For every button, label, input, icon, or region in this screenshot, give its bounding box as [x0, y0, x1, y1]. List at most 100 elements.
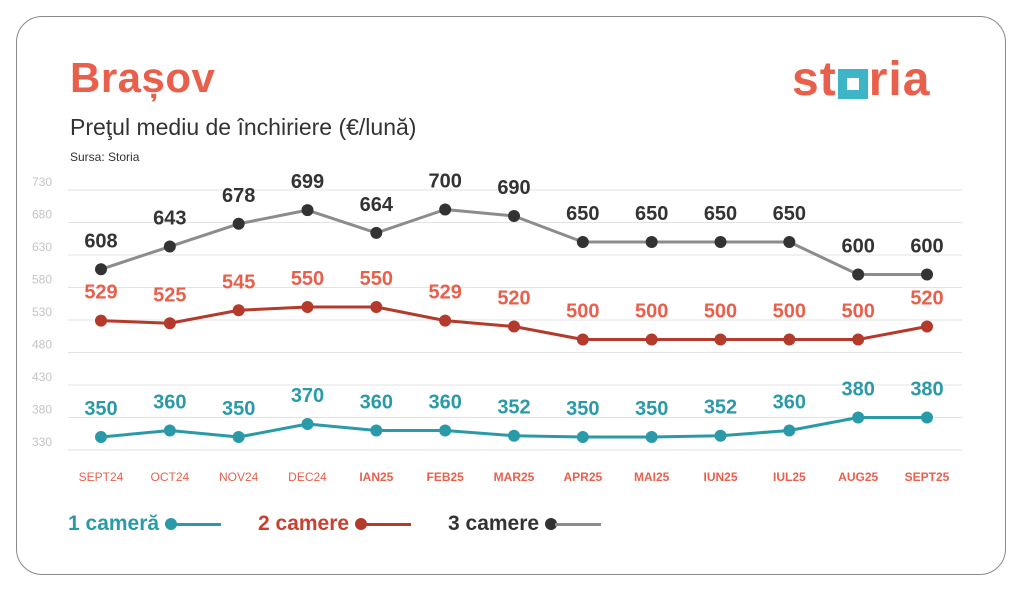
data-label: 360 [153, 392, 186, 414]
data-label: 380 [841, 379, 874, 401]
data-label: 500 [704, 301, 737, 323]
x-tick-label: IUL25 [773, 470, 806, 484]
data-label: 545 [222, 271, 255, 293]
logo-square-icon [837, 68, 868, 99]
data-label: 550 [291, 268, 324, 290]
y-tick-label: 480 [32, 338, 52, 352]
y-tick-label: 430 [32, 370, 52, 384]
data-point [921, 320, 933, 333]
data-point [645, 431, 658, 443]
legend-2: 2 camere [258, 512, 412, 536]
data-point [301, 204, 314, 217]
data-label: 529 [84, 282, 117, 304]
data-point [576, 431, 589, 443]
data-point [508, 320, 520, 333]
legend-label-1-camera: 1 cameră [68, 512, 160, 535]
data-label: 360 [428, 392, 461, 414]
data-point [508, 429, 520, 442]
data-label: 678 [222, 185, 255, 207]
data-point [370, 424, 383, 437]
data-label: 360 [773, 392, 806, 414]
y-tick-labels: 730 680 630 580 530 480 430 380 330 [32, 175, 52, 449]
data-point [370, 301, 383, 313]
storia-logo: st ria [792, 52, 930, 107]
data-point [576, 333, 589, 346]
data-label: 650 [635, 203, 668, 225]
x-tick-label: AUG25 [838, 470, 878, 484]
y-tick-label: 380 [32, 403, 52, 417]
data-label: 650 [773, 203, 806, 225]
data-point [232, 304, 245, 317]
legend-label-2-camere: 2 camere [258, 512, 350, 535]
data-point [439, 424, 452, 437]
data-point [95, 314, 107, 327]
series-lines [95, 203, 933, 443]
data-point [645, 333, 658, 346]
data-point [95, 263, 107, 276]
data-label: 380 [910, 379, 943, 401]
data-label: 360 [360, 392, 393, 414]
data-point [439, 314, 452, 327]
data-label: 520 [910, 288, 943, 310]
chart-card [16, 16, 1006, 575]
legend-marker-3-camere [545, 518, 558, 530]
legend-3: 3 camere [448, 512, 602, 536]
x-tick-label: FEB25 [426, 470, 464, 484]
data-point [714, 333, 727, 346]
x-tick-label: IAN25 [359, 470, 393, 484]
data-point [921, 268, 933, 281]
data-labels: 608 643 678 699 664 700 690 650 650 650 650 600 600 5… [84, 171, 943, 421]
data-label: 600 [910, 236, 943, 258]
legend-label-3-camere: 3 camere [448, 512, 540, 535]
data-label: 550 [360, 268, 393, 290]
legend-line-2-camere [365, 522, 412, 526]
y-tick-label: 630 [32, 240, 52, 254]
legend: 1 cameră [68, 512, 222, 536]
x-tick-label: MAR25 [494, 470, 535, 484]
data-point [783, 333, 796, 346]
y-tick-label: 330 [32, 435, 52, 449]
data-label: 500 [841, 301, 874, 323]
data-label: 650 [566, 203, 599, 225]
data-point [232, 431, 245, 443]
data-label: 650 [704, 203, 737, 225]
y-tick-label: 580 [32, 273, 52, 287]
x-tick-label: NOV24 [219, 470, 259, 484]
data-label: 352 [704, 397, 737, 419]
data-label: 600 [841, 236, 874, 258]
data-label: 350 [566, 398, 599, 420]
data-point [439, 203, 452, 216]
data-point [232, 217, 245, 230]
x-tick-labels: SEPT24 OCT24 NOV24 DEC24 IAN25 FEB25 MAR25 APR2… [79, 470, 950, 484]
data-label: 500 [773, 301, 806, 323]
legend-marker-2-camere [355, 518, 368, 530]
grid-lines [68, 189, 962, 451]
data-label: 700 [428, 171, 461, 193]
data-label: 350 [222, 398, 255, 420]
data-point [852, 333, 865, 346]
data-label: 350 [84, 398, 117, 420]
data-label: 699 [291, 171, 324, 193]
chart-subtitle: Preţul mediu de închiriere (€/lună) [70, 114, 417, 140]
x-tick-label: MAI25 [634, 470, 670, 484]
x-tick-label: SEPT25 [905, 470, 950, 484]
data-point [163, 424, 176, 437]
x-tick-label: IUN25 [703, 470, 737, 484]
data-label: 608 [84, 230, 117, 252]
legend-line-3-camere [555, 522, 602, 526]
data-label: 525 [153, 284, 186, 306]
legend-marker-1-camera [165, 518, 178, 530]
city-title: Brașov [70, 54, 216, 101]
data-point [301, 301, 314, 313]
source-note: Sursa: Storia [70, 150, 140, 164]
data-point [645, 236, 658, 248]
data-label: 370 [291, 385, 324, 407]
data-point [370, 226, 383, 239]
data-point [508, 210, 520, 222]
data-point [714, 236, 727, 248]
data-point [783, 236, 796, 248]
data-label: 500 [566, 301, 599, 323]
y-tick-label: 530 [32, 305, 52, 319]
y-tick-label: 730 [32, 175, 52, 189]
